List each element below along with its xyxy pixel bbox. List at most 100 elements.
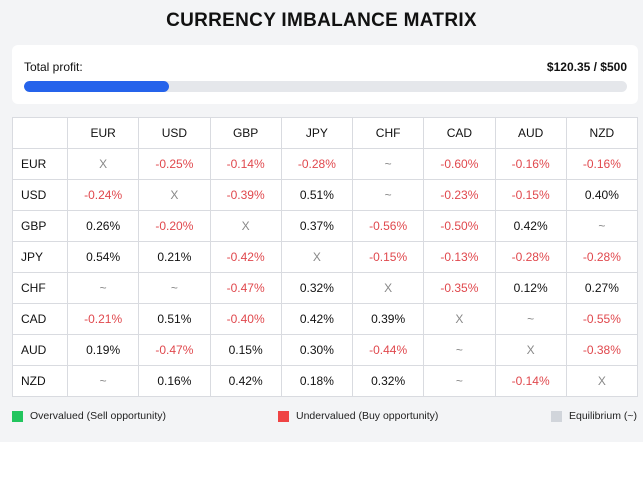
matrix-row-jpy: JPY 0.54% 0.21% -0.42% X -0.15% -0.13% -0.28% -0… (12, 241, 639, 273)
profit-value: $120.35 / $500 (546, 60, 627, 74)
matrix-cell: -0.38% (565, 334, 639, 366)
row-header-cad: CAD (12, 303, 68, 335)
legend-swatch (551, 410, 562, 422)
legend-undervalued: Undervalued (Buy opportunity) (278, 409, 438, 423)
matrix-cell: -0.23% (423, 179, 496, 211)
matrix-cell: X (280, 241, 354, 273)
matrix-cell: 0.42% (209, 365, 282, 397)
row-header-nzd: NZD (12, 365, 68, 397)
matrix-cell: -0.20% (138, 210, 211, 242)
matrix-cell: -0.47% (138, 334, 211, 366)
matrix-cell: -0.28% (565, 241, 639, 273)
matrix-header-row: EUR USD GBP JPY CHF CAD AUD NZD (12, 117, 639, 149)
matrix-cell: 0.32% (280, 272, 354, 304)
matrix-cell: -0.14% (209, 148, 282, 180)
matrix-corner-cell (12, 117, 68, 149)
row-header-usd: USD (12, 179, 68, 211)
matrix-cell: 0.26% (66, 210, 140, 242)
matrix-cell: -0.15% (351, 241, 425, 273)
matrix-cell: 0.54% (66, 241, 140, 273)
matrix-row-usd: USD -0.24% X -0.39% 0.51% ~ -0.23% -0.15% 0.40% (12, 179, 639, 211)
matrix-cell: -0.21% (66, 303, 140, 335)
matrix-cell: -0.40% (209, 303, 282, 335)
legend-swatch (12, 410, 23, 422)
matrix-cell: -0.15% (494, 179, 567, 211)
matrix-row-aud: AUD 0.19% -0.47% 0.15% 0.30% -0.44% ~ X -0.38% (12, 334, 639, 366)
legend-swatch (278, 410, 289, 422)
matrix-cell: X (494, 334, 567, 366)
matrix-cell: 0.15% (209, 334, 282, 366)
main-panel: CURRENCY IMBALANCE MATRIX Total profit: … (0, 0, 643, 442)
matrix-cell: X (423, 303, 496, 335)
matrix-row-cad: CAD -0.21% 0.51% -0.40% 0.42% 0.39% X ~ -0.55% (12, 303, 639, 335)
matrix-cell: 0.27% (565, 272, 639, 304)
matrix-cell: 0.30% (280, 334, 354, 366)
matrix-cell: ~ (351, 148, 425, 180)
matrix-cell: 0.42% (280, 303, 354, 335)
matrix-cell: X (66, 148, 140, 180)
matrix-cell: ~ (138, 272, 211, 304)
matrix-cell: 0.16% (138, 365, 211, 397)
profit-progress-bar (24, 81, 627, 92)
profit-card: Total profit: $120.35 / $500 (12, 45, 638, 104)
matrix-cell: -0.25% (138, 148, 211, 180)
matrix-cell: -0.56% (351, 210, 425, 242)
matrix-cell: 0.18% (280, 365, 354, 397)
profit-progress-fill (24, 81, 170, 92)
matrix-cell: ~ (494, 303, 567, 335)
page-title: CURRENCY IMBALANCE MATRIX (166, 10, 477, 31)
matrix-cell: X (351, 272, 425, 304)
matrix-cell: -0.44% (351, 334, 425, 366)
matrix-cell: 0.39% (351, 303, 425, 335)
matrix-row-gbp: GBP 0.26% -0.20% X 0.37% -0.56% -0.50% 0.42% ~ (12, 210, 639, 242)
matrix-row-nzd: NZD ~0.16% 0.42% 0.18% 0.32% ~ -0.14% X (12, 365, 639, 397)
matrix-cell: -0.28% (280, 148, 354, 180)
matrix-cell: ~ (565, 210, 639, 242)
legend-equilibrium: Equilibrium (~) (551, 409, 637, 423)
column-header-usd: USD (138, 117, 211, 149)
matrix-cell: -0.28% (494, 241, 567, 273)
legend-label: Undervalued (Buy opportunity) (296, 410, 439, 422)
profit-label: Total profit: (24, 60, 83, 74)
matrix-cell: ~ (423, 365, 496, 397)
column-header-chf: CHF (351, 117, 425, 149)
matrix-cell: 0.21% (138, 241, 211, 273)
matrix-cell: ~ (66, 272, 140, 304)
column-header-gbp: GBP (209, 117, 282, 149)
column-header-jpy: JPY (280, 117, 354, 149)
matrix-cell: -0.24% (66, 179, 140, 211)
matrix-cell: -0.16% (565, 148, 639, 180)
legend-label: Overvalued (Sell opportunity) (30, 410, 166, 422)
row-header-jpy: JPY (12, 241, 68, 273)
matrix-cell: -0.60% (423, 148, 496, 180)
matrix-cell: X (138, 179, 211, 211)
matrix-cell: -0.47% (209, 272, 282, 304)
row-header-eur: EUR (12, 148, 68, 180)
matrix-cell: 0.12% (494, 272, 567, 304)
matrix-cell: 0.51% (138, 303, 211, 335)
column-header-eur: EUR (66, 117, 140, 149)
matrix-cell: X (565, 365, 639, 397)
row-header-aud: AUD (12, 334, 68, 366)
matrix-cell: -0.13% (423, 241, 496, 273)
matrix-cell: -0.42% (209, 241, 282, 273)
legend-label: Equilibrium (~) (569, 410, 637, 422)
matrix-cell: -0.16% (494, 148, 567, 180)
matrix-cell: 0.40% (565, 179, 639, 211)
matrix-cell: 0.42% (494, 210, 567, 242)
matrix-row-chf: CHF ~ ~ -0.47% 0.32% X -0.35% 0.12% 0.27% (12, 272, 639, 304)
column-header-nzd: NZD (565, 117, 639, 149)
matrix-cell: -0.39% (209, 179, 282, 211)
row-header-gbp: GBP (12, 210, 68, 242)
matrix-row-eur: EUR X -0.25% -0.14% -0.28% ~ -0.60% -0.16% -0.16… (12, 148, 639, 180)
matrix-cell: ~ (66, 365, 140, 397)
column-header-aud: AUD (494, 117, 567, 149)
matrix-cell: 0.32% (351, 365, 425, 397)
matrix-cell: 0.51% (280, 179, 354, 211)
row-header-chf: CHF (12, 272, 68, 304)
matrix-cell: 0.37% (280, 210, 354, 242)
column-header-cad: CAD (423, 117, 496, 149)
matrix-cell: -0.14% (494, 365, 567, 397)
matrix-cell: X (209, 210, 282, 242)
currency-matrix: EUR USD GBP JPY CHF CAD AUD NZD EUR X -0.25% -0.14… (12, 117, 639, 397)
